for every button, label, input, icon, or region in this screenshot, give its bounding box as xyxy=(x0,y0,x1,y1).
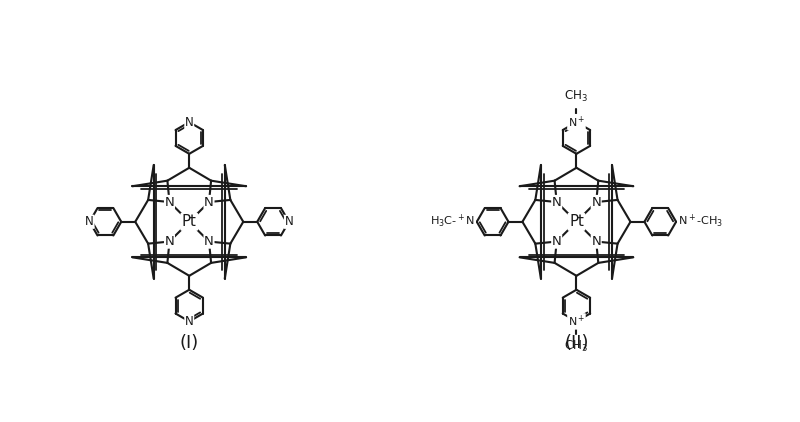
Text: N: N xyxy=(165,235,174,248)
Text: N: N xyxy=(185,315,194,328)
Text: N: N xyxy=(591,235,601,248)
Text: CH$_3$: CH$_3$ xyxy=(565,89,589,105)
Text: (II): (II) xyxy=(564,334,589,352)
Text: N: N xyxy=(591,195,601,208)
Text: N: N xyxy=(204,235,214,248)
Text: N$^+$: N$^+$ xyxy=(568,114,585,130)
Text: CH$_3$: CH$_3$ xyxy=(565,339,589,354)
Text: N: N xyxy=(86,215,94,228)
Text: Pt: Pt xyxy=(569,214,584,229)
Text: N: N xyxy=(185,116,194,129)
Text: N: N xyxy=(552,235,562,248)
Text: Pt: Pt xyxy=(182,214,197,229)
Text: H$_3$C-$^+$N: H$_3$C-$^+$N xyxy=(430,213,475,230)
Text: (I): (I) xyxy=(180,334,199,352)
Text: N: N xyxy=(204,195,214,208)
Text: N: N xyxy=(285,215,294,228)
Text: N: N xyxy=(165,195,174,208)
Text: N$^+$-CH$_3$: N$^+$-CH$_3$ xyxy=(678,213,723,230)
Text: N: N xyxy=(552,195,562,208)
Text: N$^+$: N$^+$ xyxy=(568,314,585,329)
